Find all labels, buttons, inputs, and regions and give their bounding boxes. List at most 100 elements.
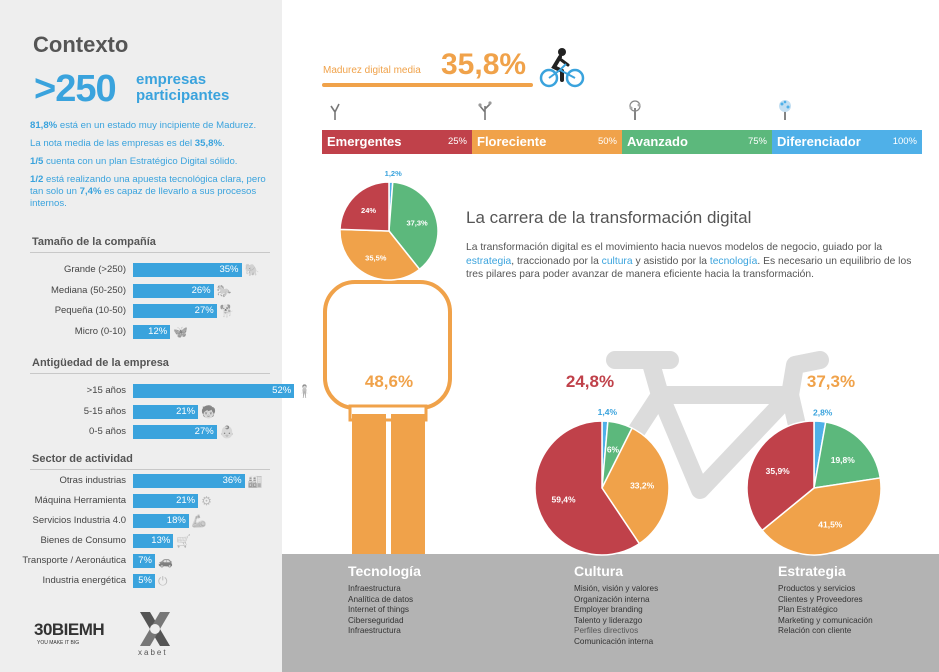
race-headline: La carrera de la transformación digital <box>466 208 752 227</box>
factory-icon: 🏭 <box>247 474 263 488</box>
level-name: Emergentes <box>327 134 402 149</box>
level-floreciente: Floreciente 50% <box>472 130 622 154</box>
bar: 7% <box>133 554 155 568</box>
pillar-estrategia: Estrategia Productos y servicios Cliente… <box>778 563 873 637</box>
pie-slice <box>761 477 882 556</box>
tree-icon <box>629 100 641 120</box>
bar: 12% <box>133 324 171 339</box>
bar-label: 0-5 años <box>89 426 126 437</box>
bar-row: >15 años 52% 🧍 <box>0 384 312 398</box>
section-divider <box>30 469 270 470</box>
bar: 13% <box>133 534 174 548</box>
sprout-icon <box>330 103 340 120</box>
fact-2: La nota media de las empresas es del 35,… <box>30 138 225 149</box>
pillar-cultura-title: Cultura <box>574 563 623 579</box>
level-name: Diferenciador <box>777 134 861 149</box>
cyclist-icon <box>539 48 585 88</box>
bar-row: Transporte / Aeronáutica 7% 🚗 <box>0 554 282 568</box>
pillar-item: Comunicación interna <box>574 636 654 646</box>
bar-label: >15 años <box>86 385 126 396</box>
pillar-score-tecnologia: 48,6% <box>365 372 413 391</box>
bar-row: Grande (>250) 35% 🐘 <box>0 263 282 277</box>
section-title: Tamaño de la compañía <box>32 236 156 248</box>
xabet-logo-icon <box>140 612 170 646</box>
pillar-item: Internet of things <box>348 605 409 615</box>
pillar-item: Infraestructura <box>348 626 401 636</box>
power-icon: ⏻ <box>158 574 168 588</box>
pie-slice <box>746 420 815 532</box>
pillar-item: Productos y servicios <box>778 584 856 593</box>
pillar-score-estrategia: 37,3% <box>807 372 855 391</box>
pie-slice-label: 24% <box>361 206 376 215</box>
pillar-item: Relación con cliente <box>778 626 852 636</box>
dog-icon: 🐕 <box>219 304 235 318</box>
young-tree-icon <box>478 101 492 120</box>
pie-slice <box>813 421 882 489</box>
pillar-item: Perfiles directivos <box>574 626 639 636</box>
fact-4: 1/2 está realizando una apuesta tecnológ… <box>30 174 266 209</box>
level-name: Floreciente <box>477 134 547 149</box>
pie-slice <box>339 228 421 281</box>
pillar-item: Marketing y comunicación <box>778 615 873 625</box>
pillars-band <box>282 554 939 672</box>
pillar-tecnologia: Tecnología Infraestructura Analítica de … <box>348 563 421 637</box>
bar-row: 5-15 años 21% 🧒 <box>0 404 282 419</box>
bar-label: Micro (0-10) <box>74 325 126 337</box>
person-illustration <box>323 280 452 554</box>
level-name: Avanzado <box>627 134 688 149</box>
bar: 26% <box>133 283 214 298</box>
bar-row: 0-5 años 27% 👶 <box>0 425 282 439</box>
bar-row: Industria energética 5% ⏻ <box>0 574 282 588</box>
car-icon: 🚗 <box>158 554 173 568</box>
maturity-average-underline <box>322 83 533 87</box>
pillar-item: Clientes y Proveedores <box>778 594 863 604</box>
bar: 35% <box>133 263 242 277</box>
maturity-average-label: Madurez digital media <box>323 65 421 76</box>
cart-icon: 🛒 <box>176 534 192 548</box>
level-avanzado: Avanzado 75% <box>622 130 772 154</box>
butterfly-icon: 🦋 <box>173 324 189 339</box>
pillar-item: Employer branding <box>574 605 643 615</box>
bar-label: 5-15 años <box>83 405 126 417</box>
machine-tool-icon: ⚙ <box>201 494 212 508</box>
bar-row: Pequeña (10-50) 27% 🐕 <box>0 304 282 318</box>
pie-tecnologia: 1,2% 37,3% 35,5% 24% <box>339 169 439 281</box>
pie-slice-label: 33,2% <box>630 480 655 490</box>
bar: 27% <box>133 304 217 318</box>
pie-slice-label: 37,3% <box>406 218 428 227</box>
pie-cultura: 1,4% 6% 33,2% 59,4% <box>534 407 670 556</box>
blossom-tree-icon <box>779 100 791 120</box>
context-title: Contexto <box>33 32 129 57</box>
bar-label: Mediana (50-250) <box>51 284 126 296</box>
pie-slice-label: 59,4% <box>551 495 576 505</box>
bar-label: Pequeña (10-50) <box>54 305 126 316</box>
bar: 21% <box>133 494 199 508</box>
bar-label: Máquina Herramienta <box>34 495 126 506</box>
companies-label: empresas participantes <box>136 71 230 104</box>
horse-icon: 🐎 <box>216 283 232 298</box>
bar-row: Bienes de Consumo 13% 🛒 <box>0 534 282 548</box>
elephant-icon: 🐘 <box>244 263 260 277</box>
section-title: Sector de actividad <box>32 453 133 465</box>
bar-row: Mediana (50-250) 26% 🐎 <box>0 283 282 298</box>
bar: 21% <box>133 404 199 419</box>
pillar-estrategia-title: Estrategia <box>778 563 846 579</box>
pillar-tecnologia-title: Tecnología <box>348 563 421 579</box>
pie-slice <box>339 181 390 232</box>
pillar-item: Misión, visión y valores <box>574 584 659 593</box>
maturity-average-value: 35,8% <box>441 48 527 81</box>
pie-slice-label: 35,5% <box>365 253 387 262</box>
pillar-item: Analítica de datos <box>348 594 414 604</box>
race-paragraph: La transformación digital es el movimien… <box>466 242 912 280</box>
pillar-score-cultura: 24,8% <box>566 372 614 391</box>
pie-slice-label: 1,4% <box>598 407 618 417</box>
pillar-item: Talento y liderazgo <box>574 615 643 625</box>
adult-icon: 🧍 <box>297 384 313 398</box>
fact-3: 1/5 cuenta con un plan Estratégico Digit… <box>30 156 238 167</box>
level-emergentes: Emergentes 25% <box>322 130 472 154</box>
level-percent: 100% <box>892 136 917 147</box>
xabet-logo-label: xabet <box>138 648 168 657</box>
fact-1: 81,8% está en un estado muy incipiente d… <box>30 120 257 131</box>
pillar-cultura: Cultura Misión, visión y valores Organiz… <box>574 563 658 648</box>
